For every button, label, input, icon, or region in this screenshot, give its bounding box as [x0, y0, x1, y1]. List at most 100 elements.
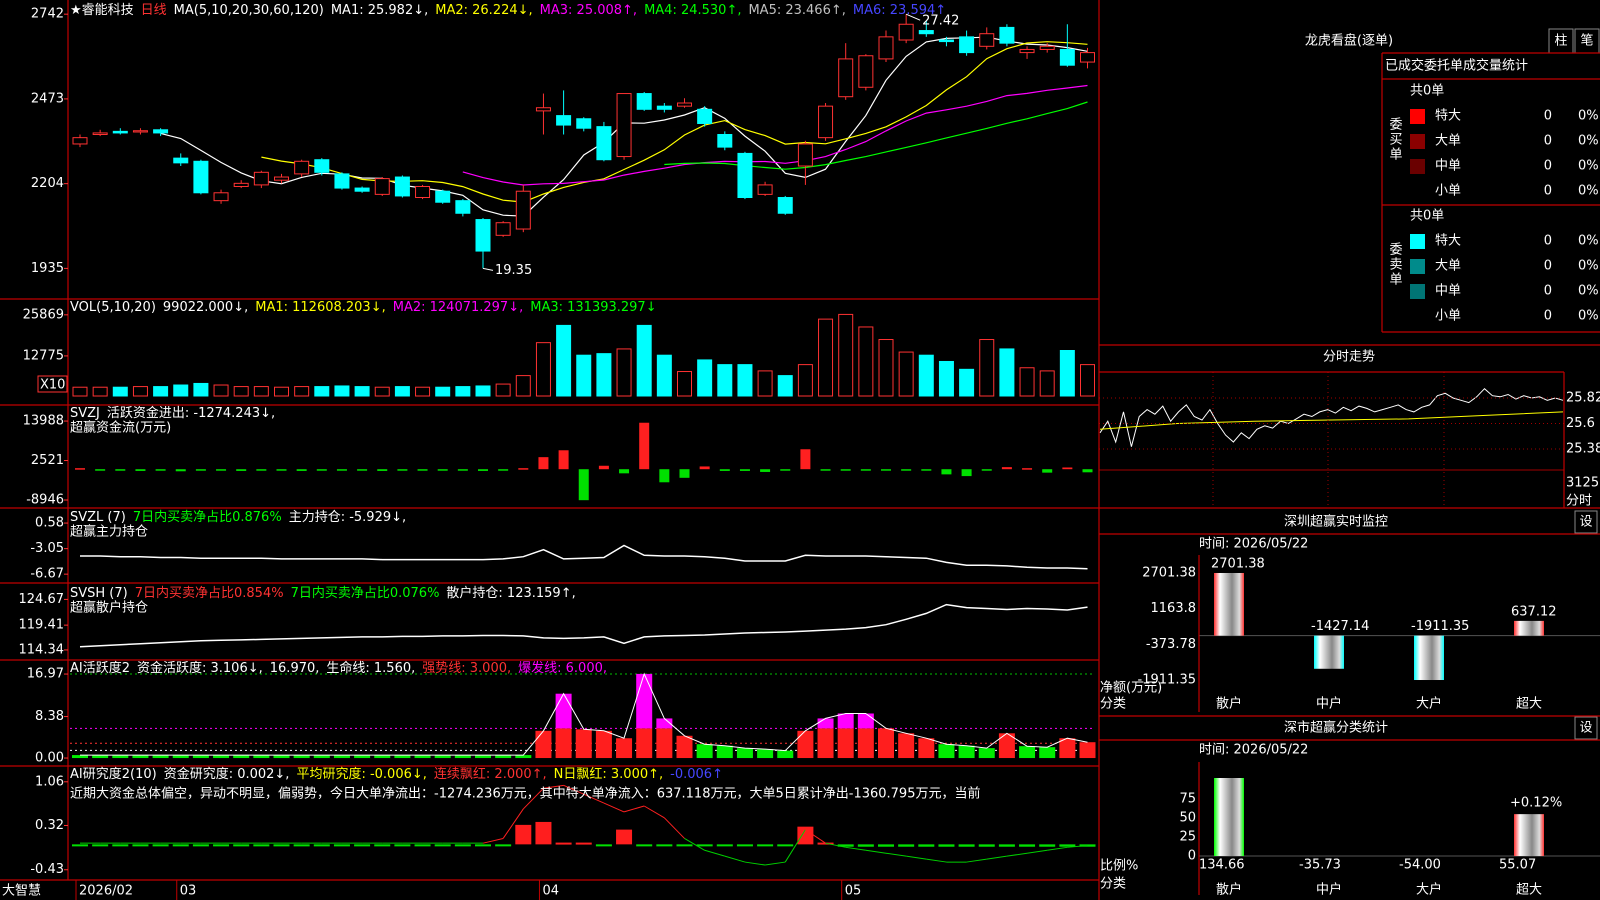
volume-bar — [354, 386, 370, 397]
volume-bar — [1080, 364, 1095, 397]
volume-bar — [797, 364, 813, 397]
research-bar — [112, 844, 129, 847]
volume-bar — [737, 364, 753, 397]
volume-bar — [294, 386, 310, 397]
row-name: 特大 — [1435, 234, 1461, 249]
research-bar — [676, 844, 693, 847]
annotation-line — [905, 13, 921, 21]
activity-bar — [172, 755, 189, 759]
y-tick-label: 119.41 — [19, 618, 65, 633]
volume-bar — [999, 348, 1015, 397]
date-label: 2026/02 — [79, 884, 133, 899]
research-bar — [253, 844, 270, 847]
flow-bar — [860, 469, 871, 471]
row-pct: 0% — [1578, 284, 1599, 299]
flow-bar — [820, 469, 831, 471]
volume-bar — [535, 342, 551, 397]
research-line — [724, 855, 746, 863]
activity-burst — [817, 718, 834, 729]
flow-bar — [256, 469, 267, 471]
volume-bar — [1039, 370, 1055, 397]
flow-bar — [195, 469, 206, 471]
flow-bar — [417, 469, 428, 471]
research-bar — [918, 844, 935, 847]
header-item: MA1: 25.982↓, — [331, 3, 428, 18]
holding-line — [80, 544, 1088, 570]
candle-body — [455, 200, 471, 214]
row-name: 大单 — [1435, 259, 1461, 274]
research-bar — [192, 844, 209, 847]
research-bar — [555, 842, 572, 845]
y-tick-label: -8946 — [26, 492, 64, 507]
candle-body — [1059, 48, 1075, 66]
volume-bar — [596, 353, 612, 397]
fenshi-plot — [1099, 388, 1564, 447]
research-bar — [72, 844, 88, 847]
activity-bar — [112, 755, 129, 759]
row-name: 特大 — [1435, 109, 1461, 124]
activity-bar — [837, 728, 854, 759]
header-item: AI研究度2(10) — [70, 766, 157, 782]
flow-bar — [800, 449, 811, 470]
panel-header: ★睿能科技 日线 MA(5,10,20,30,60,120) MA1: 25.982↓… — [70, 3, 946, 18]
header-item: 日线 — [141, 3, 167, 18]
fenshi-title: 分时走势 — [1323, 349, 1375, 365]
research-line — [765, 861, 786, 866]
flow-bar — [155, 469, 166, 471]
date-label: 05 — [845, 884, 862, 899]
panel-header: SVZJ 活跃资金进出: -1274.243↓, — [70, 405, 275, 421]
time-label: 时间: 2026/05/22 — [1199, 537, 1308, 552]
header-item: 主力持仓: -5.929↓, — [289, 510, 406, 525]
y-tick-label: 1.06 — [35, 774, 64, 789]
activity-bar — [515, 755, 532, 759]
research-line — [1006, 852, 1028, 857]
activity-bar — [978, 748, 995, 759]
research-line — [825, 842, 846, 848]
research-bar — [354, 844, 371, 847]
activity-bar — [696, 744, 713, 759]
research-bar — [595, 844, 612, 847]
research-bar — [797, 826, 814, 845]
flow-bar — [478, 469, 488, 471]
date-label: 03 — [180, 884, 197, 899]
flow-bar — [760, 469, 771, 472]
header-item: ★睿能科技 — [70, 3, 134, 18]
research-line — [1067, 845, 1088, 848]
candle-body — [475, 219, 491, 252]
header-item: AI活跃度2 — [70, 660, 130, 676]
volume-bar — [193, 382, 209, 397]
research-bar — [656, 844, 673, 847]
flow-bar — [578, 469, 589, 501]
flow-bar — [457, 469, 468, 471]
candle-body — [757, 184, 773, 195]
category-bar — [1214, 572, 1244, 636]
activity-bar — [716, 745, 733, 759]
y-tick-label: 16.97 — [27, 667, 64, 682]
flow-bar — [1042, 469, 1053, 473]
volume-bar — [979, 339, 995, 397]
scale-box — [37, 375, 68, 393]
candle-body — [314, 159, 330, 173]
volume-bar — [132, 386, 148, 397]
candle-body — [697, 108, 713, 124]
activity-bar — [475, 755, 491, 759]
research-bar — [213, 844, 230, 847]
flow-bar — [1082, 469, 1093, 473]
right-area: 龙虎看盘(逐单) 柱笔已成交委托单成交量统计共0单委买单特大 0 0%大单 0 0%中单 0… — [1099, 28, 1600, 898]
candle-body — [1039, 45, 1055, 50]
activity-bar — [636, 728, 653, 759]
settings-button[interactable] — [1574, 716, 1598, 740]
research-bar — [837, 844, 854, 847]
activity-bar — [817, 728, 834, 759]
volume-bar — [374, 386, 390, 397]
y-tick-label: 0 — [1188, 849, 1196, 864]
category-bar — [1314, 635, 1344, 669]
row-pct: 0% — [1578, 159, 1599, 174]
settings-button[interactable] — [1574, 510, 1598, 534]
candle-body — [797, 143, 813, 167]
left-area: 27.42 19.35 ★睿能科技 日线 MA(5,10,20,30,60,120) MA… — [70, 3, 1096, 866]
volume-bar — [636, 324, 652, 397]
research-bar — [535, 821, 552, 845]
category-label: 大户 — [1416, 696, 1442, 712]
activity-bar — [152, 755, 169, 759]
